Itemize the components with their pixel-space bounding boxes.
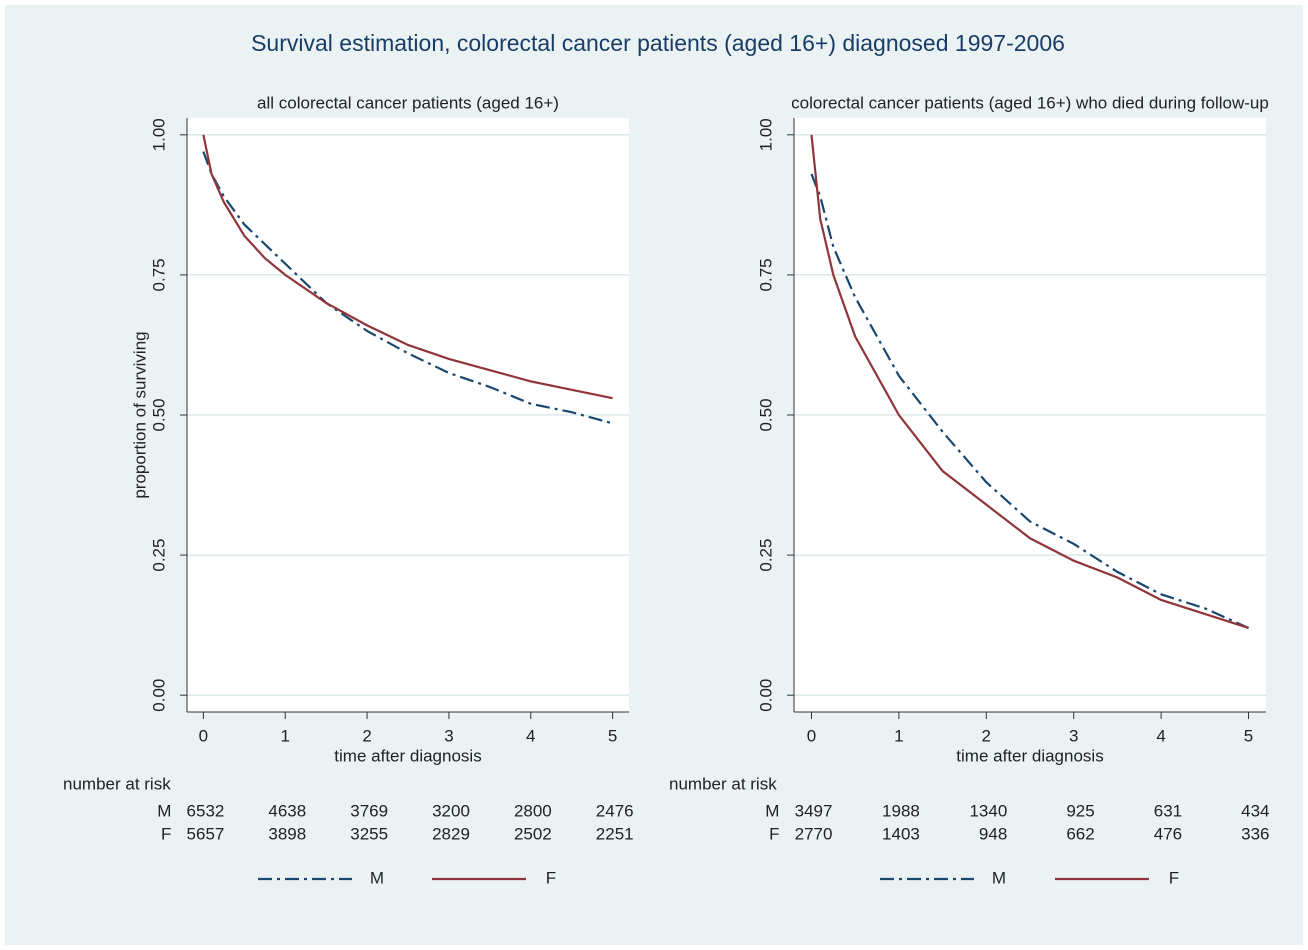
risk-group: F [769,824,779,843]
x-tick-label: 0 [807,726,816,745]
y-tick-label: 0.00 [149,679,168,712]
y-tick-label: 0.00 [756,679,775,712]
y-tick-label: 0.75 [149,258,168,291]
panel-title: colorectal cancer patients (aged 16+) wh… [791,93,1269,112]
risk-count: 3497 [795,801,833,820]
risk-table-label: number at risk [669,774,777,793]
survival-line [810,173,1249,629]
legend-label: M [992,868,1006,887]
x-tick-label: 4 [526,726,535,745]
x-tick-label: 3 [444,726,453,745]
risk-count: 2829 [432,824,470,843]
x-tick-label: 1 [894,726,903,745]
risk-count: 2502 [514,824,552,843]
risk-count: 434 [1241,801,1269,820]
risk-count: 336 [1241,824,1269,843]
x-tick-label: 5 [1244,726,1253,745]
risk-count: 1340 [969,801,1007,820]
risk-count: 6532 [187,801,225,820]
panel-title: all colorectal cancer patients (aged 16+… [257,93,559,112]
x-tick-label: 4 [1156,726,1165,745]
risk-count: 3898 [268,824,306,843]
survival-line [810,134,1249,629]
x-axis-label: time after diagnosis [956,746,1103,765]
legend-label: F [546,868,556,887]
risk-count: 662 [1066,824,1094,843]
y-tick-label: 0.25 [756,539,775,572]
risk-group: M [157,801,171,820]
risk-count: 476 [1154,824,1182,843]
x-tick-label: 2 [362,726,371,745]
legend-label: M [370,868,384,887]
risk-count: 2251 [596,824,634,843]
risk-count: 5657 [187,824,225,843]
y-tick-label: 0.25 [149,539,168,572]
y-axis-label: proportion of surviving [130,331,149,498]
x-tick-label: 0 [199,726,208,745]
x-tick-label: 3 [1069,726,1078,745]
risk-group: F [161,824,171,843]
y-tick-label: 0.75 [756,258,775,291]
risk-count: 3769 [350,801,388,820]
risk-count: 3255 [350,824,388,843]
risk-table-label: number at risk [63,774,171,793]
y-tick-label: 1.00 [149,118,168,151]
legend-label: F [1169,868,1179,887]
survival-line [202,134,613,400]
risk-count: 2476 [596,801,634,820]
risk-count: 2800 [514,801,552,820]
chart-title: Survival estimation, colorectal cancer p… [251,30,1065,56]
risk-count: 925 [1066,801,1094,820]
y-tick-label: 0.50 [756,398,775,431]
y-tick-label: 0.50 [149,398,168,431]
x-tick-label: 2 [982,726,991,745]
risk-count: 948 [979,824,1007,843]
risk-count: 2770 [795,824,833,843]
risk-count: 1988 [882,801,920,820]
risk-count: 3200 [432,801,470,820]
y-tick-label: 1.00 [756,118,775,151]
x-tick-label: 5 [608,726,617,745]
risk-count: 1403 [882,824,920,843]
x-tick-label: 1 [280,726,289,745]
survival-line [202,151,613,425]
risk-count: 631 [1154,801,1182,820]
risk-count: 4638 [268,801,306,820]
risk-group: M [765,801,779,820]
x-axis-label: time after diagnosis [334,746,481,765]
